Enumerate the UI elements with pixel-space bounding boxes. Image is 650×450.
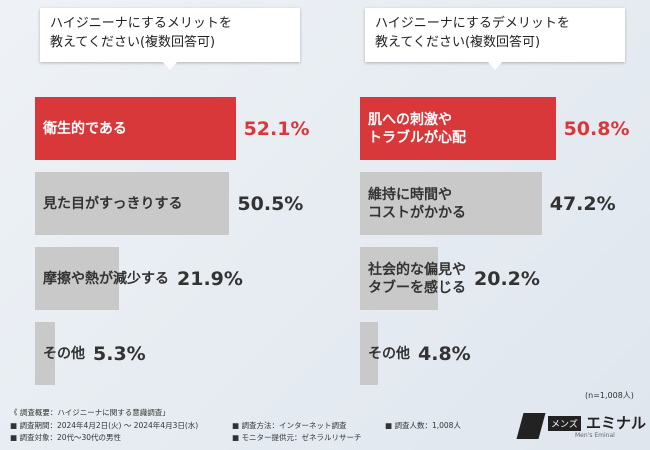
value-label: 50.8% <box>563 117 630 140</box>
sample-note: (n=1,008人) <box>585 391 634 400</box>
bar-label: 摩擦や熱が減少する <box>43 270 169 287</box>
value-label: 47.2% <box>549 192 616 215</box>
footer-item: ■ モニター提供元：ゼネラルリサーチ <box>232 433 362 442</box>
chart-title: ハイジニーナにするメリットを 教えてください(複数回答可) <box>40 8 300 62</box>
logo-mark <box>516 413 546 439</box>
logo-sub: Men's Eminal <box>575 432 615 439</box>
bar-label: その他 <box>43 345 85 362</box>
bar <box>35 97 236 160</box>
value-label: 5.3% <box>93 342 146 365</box>
bar <box>360 247 438 310</box>
bar <box>360 97 556 160</box>
value-label: 50.5% <box>237 192 304 215</box>
value-label: 21.9% <box>177 267 243 290</box>
value-label: 20.2% <box>474 267 540 290</box>
value-label: 52.1% <box>243 117 310 140</box>
bar-label: その他 <box>368 345 410 362</box>
footer-item: ■ 調査対象：20代〜30代の男性 <box>10 433 122 442</box>
chart-title: ハイジニーナにするデメリットを 教えてください(複数回答可) <box>365 8 625 62</box>
bar-label: 社会的な偏見や タブーを感じる <box>368 261 466 296</box>
bar <box>35 247 120 310</box>
bar <box>360 322 379 385</box>
footer-item: ■ 調査人数：1,008人 <box>385 421 461 430</box>
logo-tag: メンズ <box>548 416 581 431</box>
bar <box>360 172 542 235</box>
bar-label: 衛生的である <box>43 120 127 137</box>
footer-heading: 《 調査概要：ハイジニーナに関する意識調査」 <box>10 408 170 417</box>
logo-name: エミナル <box>586 414 647 432</box>
bar <box>35 322 56 385</box>
bar <box>35 172 230 235</box>
footer-item: ■ 調査期間：2024年4月2日(火) 〜 2024年4月3日(水) <box>10 421 199 430</box>
title-pointer <box>163 62 177 70</box>
title-pointer <box>488 62 502 70</box>
bar-label: 維持に時間や コストがかかる <box>368 186 466 221</box>
footer-item: ■ 調査方法：インターネット調査 <box>232 421 347 430</box>
bar-label: 見た目がすっきりする <box>43 195 183 212</box>
value-label: 4.8% <box>418 342 471 365</box>
bar-label: 肌への刺激や トラブルが心配 <box>368 111 466 146</box>
